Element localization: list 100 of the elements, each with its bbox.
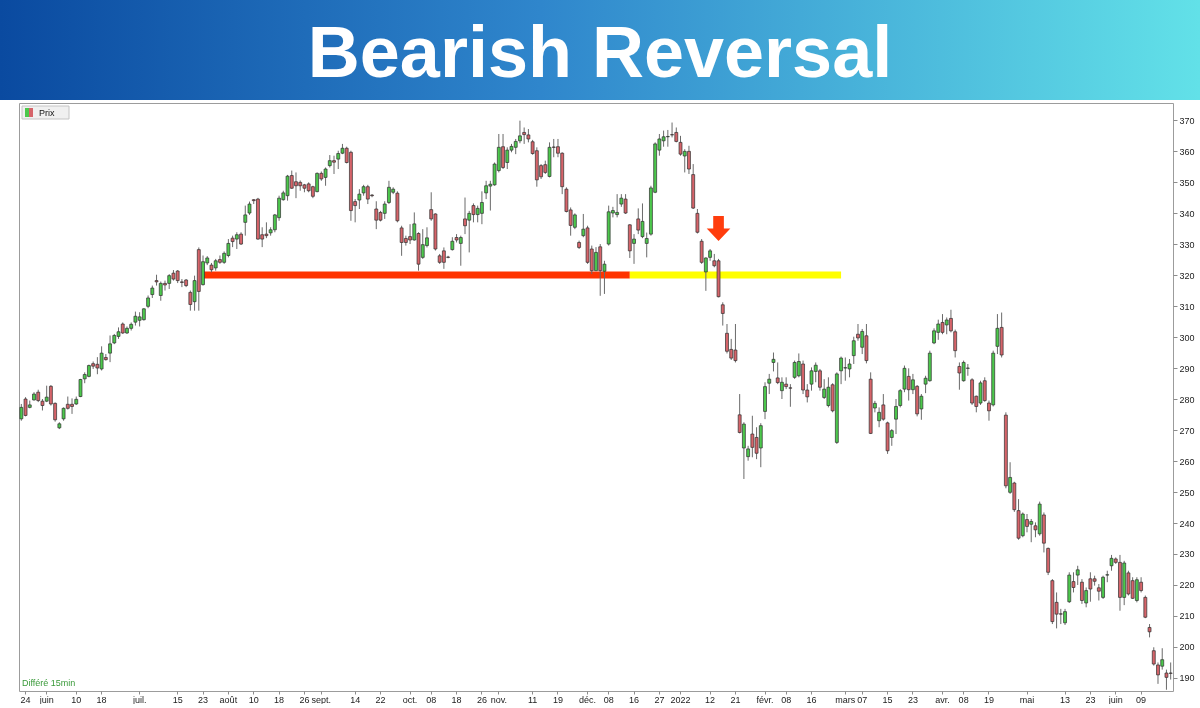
- x-tick-label: 21: [730, 694, 741, 705]
- x-tick-label: 16: [806, 694, 817, 705]
- x-tick-label: 15: [882, 694, 893, 705]
- y-tick-label: 240: [1179, 518, 1195, 529]
- x-tick-label: 08: [781, 694, 792, 705]
- x-tick-label: 22: [375, 694, 386, 705]
- y-tick-label: 300: [1179, 332, 1195, 343]
- candlestick: [758, 422, 763, 468]
- candlestick: [70, 397, 74, 415]
- candlestick: [906, 367, 911, 402]
- y-tick-label: 290: [1179, 363, 1195, 374]
- x-tick-label: 10: [248, 694, 259, 705]
- x-tick-label: 27: [654, 694, 665, 705]
- x-tick-label: mai: [1019, 694, 1035, 705]
- x-tick-label: 26: [299, 694, 310, 705]
- y-tick-label: 210: [1179, 611, 1195, 622]
- candlestick: [294, 171, 298, 199]
- candlestick: [687, 145, 691, 175]
- chart-title: Bearish Reversal: [307, 12, 893, 92]
- x-tick-label: août: [219, 694, 238, 705]
- x-tick-label: 18: [274, 694, 285, 705]
- candlestick: [336, 150, 341, 170]
- candlestick: [720, 301, 725, 327]
- candlestick: [1168, 661, 1173, 681]
- candlestick: [957, 361, 962, 391]
- y-tick-label: 280: [1179, 394, 1195, 405]
- x-tick-label: 24: [20, 694, 31, 705]
- x-tick-label: 16: [629, 694, 640, 705]
- x-tick-label: sept.: [311, 694, 332, 705]
- legend-label: Prix: [39, 108, 55, 118]
- y-tick-label: 200: [1179, 642, 1195, 653]
- candlestick: [108, 334, 112, 363]
- candlestick: [1135, 576, 1139, 603]
- candlestick: [636, 207, 641, 235]
- candlestick: [1075, 565, 1080, 586]
- candlestick: [243, 205, 248, 237]
- x-tick-label: juil.: [131, 694, 147, 705]
- candlestick: [995, 313, 1000, 355]
- x-tick-label: nov.: [490, 694, 507, 705]
- x-tick-label: 23: [1085, 694, 1096, 705]
- candlestick: [623, 193, 628, 215]
- candlestick: [594, 246, 598, 272]
- candlestick: [1101, 575, 1105, 600]
- y-tick-label: 340: [1179, 208, 1195, 219]
- y-tick-label: 260: [1179, 456, 1195, 467]
- candlestick: [501, 133, 505, 170]
- candlestick: [750, 415, 755, 458]
- x-tick-label: 23: [198, 694, 209, 705]
- y-tick-label: 330: [1179, 239, 1195, 250]
- candlestick: [970, 377, 974, 406]
- x-tick-label: 18: [96, 694, 107, 705]
- x-tick-label: 14: [350, 694, 361, 705]
- candlestick: [399, 225, 404, 257]
- candlestick: [218, 255, 222, 265]
- x-tick-label: oct.: [402, 694, 418, 705]
- candlestick: [733, 323, 738, 363]
- y-tick-label: 270: [1179, 425, 1195, 436]
- y-tick-label: 360: [1179, 146, 1195, 157]
- candlestick: [1088, 571, 1093, 603]
- candlestick: [780, 376, 784, 400]
- x-tick-label: 07: [857, 694, 868, 705]
- y-tick-label: 250: [1179, 487, 1195, 498]
- y-tick-label: 190: [1179, 673, 1195, 684]
- candlestick: [615, 193, 619, 218]
- x-tick-label: 10: [71, 694, 82, 705]
- x-tick-label: 13: [1060, 694, 1071, 705]
- candlestick: [936, 319, 941, 341]
- x-tick-label: 2022: [670, 694, 691, 705]
- candlestick: [1025, 513, 1029, 533]
- candlestick: [982, 376, 987, 403]
- candlestick: [408, 223, 412, 245]
- x-tick-label: 23: [907, 694, 918, 705]
- x-tick-label: 19: [983, 694, 994, 705]
- candlestick: [670, 122, 674, 138]
- x-tick-label: 19: [552, 694, 563, 705]
- x-tick-label: déc.: [579, 694, 597, 705]
- x-tick-label: 12: [705, 694, 716, 705]
- candlestick: [285, 174, 290, 202]
- candlestick: [332, 155, 336, 175]
- x-tick-label: févr.: [756, 694, 774, 705]
- y-tick-label: 230: [1179, 549, 1195, 560]
- x-tick-label: mars: [835, 694, 856, 705]
- y-tick-label: 310: [1179, 301, 1195, 312]
- x-tick-label: juin: [38, 694, 54, 705]
- y-tick-label: 350: [1179, 177, 1195, 188]
- candlestick: [463, 197, 467, 235]
- x-tick-label: 08: [426, 694, 437, 705]
- x-tick-label: 15: [172, 694, 183, 705]
- x-tick-label: juin: [1107, 694, 1123, 705]
- candlestick: [99, 345, 104, 371]
- x-tick-label: 08: [603, 694, 614, 705]
- candlestick: [843, 356, 848, 382]
- x-tick-label: avr.: [935, 694, 950, 705]
- candlestick: [505, 146, 510, 170]
- x-tick-label: 08: [958, 694, 969, 705]
- candlestick: [877, 406, 881, 428]
- candlestick: [598, 243, 603, 297]
- candlestick: [323, 166, 328, 187]
- candlestick: [442, 246, 446, 270]
- y-tick-label: 370: [1179, 115, 1195, 126]
